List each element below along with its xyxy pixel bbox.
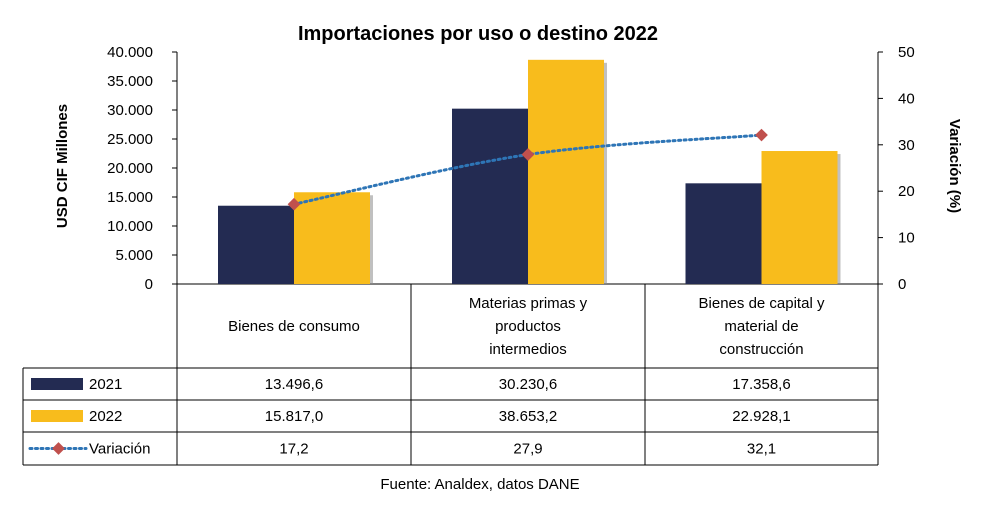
category-label: Bienes de consumo bbox=[228, 318, 360, 335]
category-label: intermedios bbox=[489, 341, 567, 358]
legend-key-variacion-marker bbox=[52, 442, 65, 455]
y2-tick-label: 30 bbox=[898, 137, 915, 154]
bar-2021 bbox=[685, 183, 762, 284]
source-note: Fuente: Analdex, datos DANE bbox=[380, 476, 579, 493]
legend-label: Variación bbox=[89, 441, 150, 458]
category-label: construcción bbox=[719, 341, 803, 358]
y2-tick-label: 0 bbox=[898, 276, 906, 293]
y-tick-label: 20.000 bbox=[107, 160, 153, 177]
y-axis-title: USD CIF Millones bbox=[54, 104, 71, 228]
variation-point bbox=[755, 128, 768, 142]
y2-tick-label: 50 bbox=[898, 44, 915, 61]
y2-tick-label: 20 bbox=[898, 183, 915, 200]
category-label: material de bbox=[724, 318, 798, 335]
bar-2022 bbox=[294, 192, 370, 284]
legend-label: 2021 bbox=[89, 376, 122, 393]
y2-axis-title: Variación (%) bbox=[946, 119, 963, 213]
table-cell-value: 38.653,2 bbox=[499, 408, 557, 425]
y-tick-label: 10.000 bbox=[107, 218, 153, 235]
bar-2022 bbox=[528, 59, 604, 285]
table-cell-value: 17.358,6 bbox=[732, 376, 790, 393]
y-tick-label: 5.000 bbox=[115, 247, 153, 264]
table-cell-value: 30.230,6 bbox=[499, 376, 557, 393]
y-tick-label: 35.000 bbox=[107, 73, 153, 90]
table-cell-value: 15.817,0 bbox=[265, 408, 323, 425]
legend-label: 2022 bbox=[89, 408, 122, 425]
bars-layer bbox=[218, 59, 841, 285]
category-label: productos bbox=[495, 318, 561, 335]
y2-tick-label: 40 bbox=[898, 90, 915, 107]
legend-key-2021 bbox=[31, 378, 83, 390]
table-cell-value: 13.496,6 bbox=[265, 376, 323, 393]
table-cell-value: 17,2 bbox=[279, 441, 308, 458]
category-label: Bienes de capital y bbox=[699, 295, 825, 312]
bar-2021 bbox=[452, 108, 528, 284]
bar-2022 bbox=[761, 151, 838, 284]
y-tick-label: 30.000 bbox=[107, 102, 153, 119]
y2-tick-label: 10 bbox=[898, 230, 915, 247]
bar-2021 bbox=[218, 205, 294, 284]
data-table: Bienes de consumo Materias primas y produc… bbox=[22, 284, 879, 466]
variation-point bbox=[287, 197, 301, 211]
y-tick-label: 0 bbox=[145, 276, 153, 293]
ticks-layer: 0 5.000 10.000 15.000 20.000 25.000 30.000 35.0… bbox=[107, 44, 915, 293]
table-cell-value: 22.928,1 bbox=[732, 408, 790, 425]
table-cell-value: 27,9 bbox=[513, 441, 542, 458]
y-tick-label: 40.000 bbox=[107, 44, 153, 61]
category-label: Materias primas y bbox=[469, 295, 588, 312]
y-tick-label: 15.000 bbox=[107, 189, 153, 206]
y-tick-label: 25.000 bbox=[107, 131, 153, 148]
table-cell-value: 32,1 bbox=[747, 441, 776, 458]
chart-title: Importaciones por uso o destino 2022 bbox=[298, 23, 658, 45]
legend-key-2022 bbox=[31, 410, 83, 422]
